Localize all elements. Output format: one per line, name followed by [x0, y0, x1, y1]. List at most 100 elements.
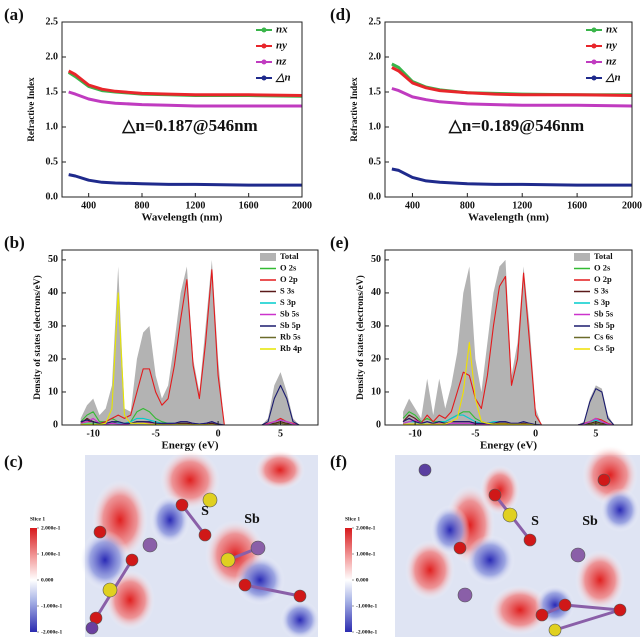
- atom: [503, 508, 517, 522]
- legend-label: Total: [594, 251, 613, 261]
- legend-swatch: [260, 253, 276, 261]
- x-tick-label: 1600: [567, 200, 587, 211]
- legend-label: nz: [606, 56, 617, 68]
- legend-marker: [592, 60, 597, 65]
- atom-label: Sb: [582, 514, 598, 529]
- line: [392, 89, 632, 107]
- y-tick-label: 1.5: [46, 86, 59, 97]
- legend-label: nx: [276, 24, 288, 36]
- x-tick-label: 800: [135, 200, 150, 211]
- legend-label: ny: [606, 40, 617, 52]
- line: [69, 72, 302, 96]
- x-axis-title: Wavelength (nm): [468, 212, 549, 224]
- x-tick-label: 2000: [622, 200, 642, 211]
- panel-label: (f): [330, 452, 347, 471]
- colorbar-tick-label: -2.000e-1: [41, 629, 62, 635]
- atom: [524, 534, 536, 546]
- x-tick-label: 400: [81, 200, 96, 211]
- colorbar-tick-label: -2.000e-1: [356, 629, 377, 635]
- x-tick-label: 0: [533, 428, 538, 439]
- y-tick-label: 10: [48, 386, 58, 397]
- legend-label: ny: [276, 40, 287, 52]
- colorbar-tick-label: 1.000e-1: [356, 551, 376, 557]
- y-tick-label: 50: [371, 254, 381, 265]
- colorbar-tick-label: 2.000e-1: [41, 525, 61, 531]
- y-tick-label: 1.0: [369, 121, 382, 132]
- legend-label: O 2s: [280, 262, 297, 272]
- legend-label: Cs 5p: [594, 343, 615, 353]
- legend-marker: [262, 76, 267, 81]
- x-axis-title: Energy (eV): [161, 440, 218, 452]
- y-tick-label: 0.0: [369, 191, 382, 202]
- y-tick-label: 1.5: [369, 86, 382, 97]
- y-tick-label: 40: [371, 287, 381, 298]
- legend: TotalO 2sO 2pS 3sS 3pSb 5sSb 5pRb 5sRb 4…: [257, 251, 317, 359]
- atom: [458, 588, 472, 602]
- y-tick-label: 30: [48, 320, 58, 331]
- atom: [199, 529, 211, 541]
- atom: [559, 599, 571, 611]
- density-lobe: [255, 450, 305, 490]
- legend-label: S 3s: [280, 285, 295, 295]
- legend-label: O 2s: [594, 262, 611, 272]
- atom: [221, 553, 235, 567]
- y-tick-label: 1.0: [46, 121, 59, 132]
- y-tick-label: 2.0: [46, 51, 59, 62]
- atom: [454, 542, 466, 554]
- y-tick-label: 30: [371, 320, 381, 331]
- density-lobe: [465, 535, 515, 585]
- y-axis-title: Refractive Index: [26, 77, 36, 142]
- y-tick-label: 50: [48, 254, 58, 265]
- atom: [489, 489, 501, 501]
- colorbar: [30, 528, 37, 632]
- atom: [571, 548, 585, 562]
- atom: [294, 590, 306, 602]
- atom: [239, 579, 251, 591]
- x-tick-label: -10: [87, 428, 100, 439]
- x-tick-label: 400: [405, 200, 420, 211]
- legend-label: Total: [280, 251, 299, 261]
- x-tick-label: -5: [151, 428, 159, 439]
- colorbar-title: Slice 1: [345, 516, 360, 522]
- atom: [419, 464, 431, 476]
- figure: (a)0.00.51.01.52.02.5400800120016002000W…: [0, 0, 642, 637]
- legend-label: Rb 5s: [280, 331, 301, 341]
- colorbar-tick-label: -1.000e-1: [41, 603, 62, 609]
- y-tick-label: 10: [371, 386, 381, 397]
- x-tick-label: 1200: [185, 200, 205, 211]
- line: [69, 175, 302, 186]
- colorbar-title: Slice 1: [30, 516, 45, 522]
- x-tick-label: -10: [408, 428, 421, 439]
- legend-marker: [592, 28, 597, 33]
- x-axis-title: Wavelength (nm): [142, 212, 223, 224]
- atom: [549, 624, 561, 636]
- y-tick-label: 20: [48, 353, 58, 364]
- legend-label: S 3p: [280, 297, 296, 307]
- panel-label: (b): [4, 233, 25, 252]
- x-tick-label: 800: [460, 200, 475, 211]
- y-tick-label: 2.5: [46, 16, 59, 27]
- density-lobe: [480, 465, 520, 515]
- annotation: △n=0.187@546nm: [121, 116, 257, 135]
- legend-label: Rb 4p: [280, 343, 302, 353]
- colorbar-tick-label: 1.000e-1: [41, 551, 61, 557]
- atom-label: S: [201, 504, 209, 519]
- legend-label: nz: [276, 56, 287, 68]
- y-tick-label: 2.0: [369, 51, 382, 62]
- atom: [598, 474, 610, 486]
- legend: nxnynz△n: [586, 24, 621, 84]
- x-tick-label: 5: [593, 428, 598, 439]
- legend-swatch: [574, 253, 590, 261]
- atom: [176, 499, 188, 511]
- colorbar-tick-label: 2.000e-1: [356, 525, 376, 531]
- x-axis-title: Energy (eV): [480, 440, 537, 452]
- plot-frame: [62, 22, 302, 197]
- density-lobe: [105, 570, 155, 630]
- density-lobe: [600, 488, 640, 532]
- legend-label: S 3s: [594, 285, 609, 295]
- colorbar-tick-label: 0.000: [41, 577, 54, 583]
- legend: TotalO 2sO 2pS 3sS 3pSb 5sSb 5pCs 6sCs 5…: [571, 251, 631, 359]
- legend-marker: [262, 60, 267, 65]
- line: [392, 68, 632, 96]
